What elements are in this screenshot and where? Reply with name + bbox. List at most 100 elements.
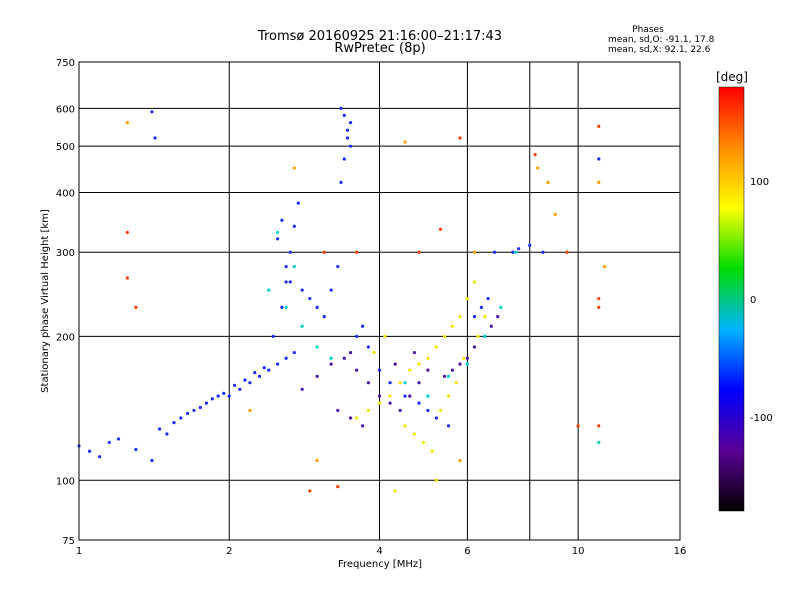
y-tick-label: 500 — [56, 142, 75, 153]
data-point — [597, 440, 601, 445]
data-point — [355, 250, 359, 254]
data-point — [322, 315, 326, 319]
data-point — [192, 408, 196, 413]
colorbar-tick-label: 100 — [750, 177, 769, 188]
data-point — [361, 324, 365, 328]
data-point — [345, 136, 350, 140]
data-point — [125, 276, 129, 280]
data-point — [438, 408, 443, 413]
data-point — [430, 449, 434, 453]
data-point — [383, 334, 387, 338]
x-tick-label: 10 — [572, 546, 585, 557]
data-point — [472, 280, 477, 284]
data-point — [417, 362, 421, 366]
plot-frame — [78, 61, 681, 541]
data-point — [198, 405, 202, 410]
data-point — [322, 250, 326, 254]
data-point — [377, 394, 382, 398]
data-point — [348, 350, 353, 355]
data-point — [284, 264, 288, 269]
data-point — [361, 424, 365, 428]
data-point — [434, 345, 438, 349]
x-axis-label: Frequency [MHz] — [338, 559, 422, 570]
data-point — [388, 401, 392, 405]
data-point — [315, 305, 319, 309]
data-point — [398, 381, 402, 385]
data-point — [472, 250, 477, 254]
data-point — [426, 394, 430, 398]
data-point — [342, 356, 346, 360]
scatter-points — [77, 106, 607, 493]
data-point — [329, 362, 333, 366]
chart-title: Tromsø 20160925 21:16:00–21:17:43 — [257, 29, 502, 44]
data-point — [348, 144, 353, 148]
data-point — [479, 305, 483, 309]
data-point — [492, 250, 497, 254]
data-point — [315, 458, 319, 463]
data-point — [442, 334, 447, 338]
data-point — [116, 437, 121, 441]
data-point — [165, 432, 169, 436]
y-tick-label: 75 — [62, 536, 75, 547]
data-point — [134, 447, 138, 452]
data-point — [546, 180, 550, 184]
data-point — [366, 381, 370, 385]
data-point — [450, 368, 455, 372]
data-point — [107, 440, 111, 445]
data-point — [458, 458, 462, 463]
grid-lines — [79, 62, 680, 540]
data-point — [533, 153, 537, 157]
data-point — [292, 224, 296, 228]
data-point — [417, 381, 421, 385]
data-point — [233, 383, 237, 387]
colorbar-label: [deg] — [716, 70, 748, 84]
data-point — [565, 250, 569, 254]
data-point — [248, 381, 252, 385]
data-point — [185, 411, 190, 416]
data-point — [257, 374, 262, 378]
data-point — [412, 432, 417, 436]
y-tick-label: 750 — [56, 58, 75, 69]
data-point — [372, 350, 376, 355]
data-point — [597, 305, 601, 309]
x-tick-label: 16 — [674, 546, 687, 557]
data-point — [134, 305, 138, 309]
data-point — [426, 368, 430, 372]
data-point — [280, 305, 284, 309]
data-point — [393, 489, 397, 493]
data-point — [408, 368, 412, 372]
x-tick-label: 1 — [76, 546, 82, 557]
data-point — [388, 381, 392, 385]
data-point — [300, 324, 304, 328]
y-tick-label: 200 — [56, 332, 75, 343]
data-point — [342, 113, 346, 117]
data-point — [517, 247, 521, 251]
data-point — [476, 334, 480, 338]
data-point — [465, 356, 469, 360]
data-point — [339, 180, 343, 184]
data-point — [403, 394, 407, 398]
y-tick-labels: 75 100 200 300 400 500 600 750 — [56, 58, 75, 547]
x-tick-label: 4 — [376, 546, 382, 557]
data-point — [172, 421, 176, 425]
y-tick-label: 600 — [56, 104, 75, 115]
data-point — [446, 424, 451, 428]
data-point — [210, 397, 214, 401]
data-point — [179, 416, 183, 420]
data-point — [292, 264, 296, 269]
data-point — [276, 230, 280, 235]
data-point — [472, 345, 477, 349]
data-point — [446, 394, 451, 398]
data-point — [483, 334, 487, 338]
data-point — [541, 250, 545, 254]
data-point — [150, 110, 154, 114]
data-point — [204, 401, 209, 405]
data-point — [288, 250, 292, 254]
data-point — [276, 362, 280, 366]
y-tick-label: 400 — [56, 188, 75, 199]
data-point — [355, 368, 359, 372]
data-point — [514, 250, 518, 254]
data-point — [153, 136, 157, 140]
data-point — [434, 478, 438, 482]
data-point — [345, 128, 350, 132]
